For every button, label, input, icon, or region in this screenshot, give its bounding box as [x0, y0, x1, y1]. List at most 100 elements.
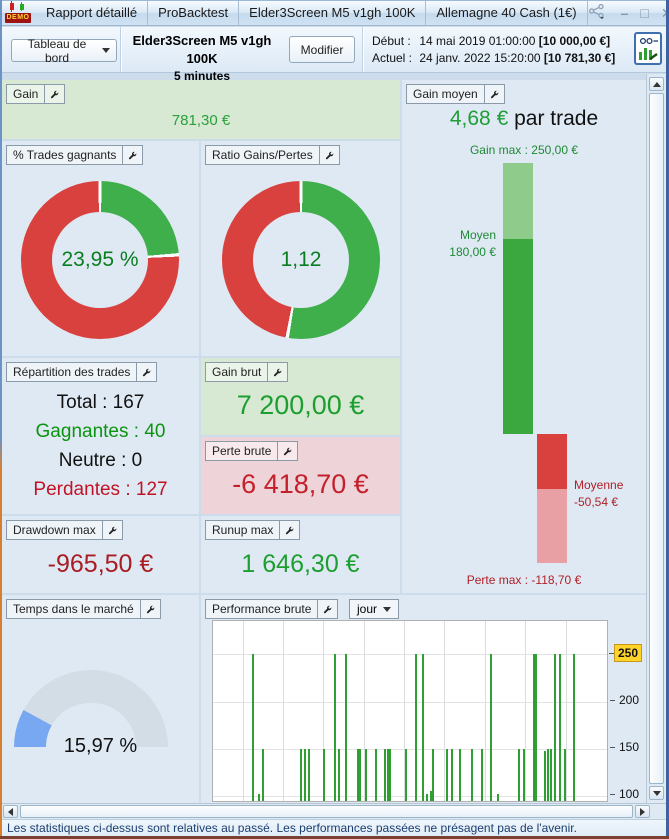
- vertical-scrollbar-thumb[interactable]: [649, 93, 664, 784]
- start-label: Début :: [372, 34, 411, 48]
- scroll-left-button[interactable]: [3, 805, 18, 818]
- share-icon[interactable]: [588, 3, 605, 24]
- current-amount: [10 781,30 €]: [543, 51, 616, 65]
- gain-max-label: Gain max : 250,00 €: [469, 143, 579, 157]
- wrench-icon[interactable]: [122, 146, 142, 164]
- panel-header: Gain brut: [205, 362, 289, 382]
- window-border-left: [0, 0, 2, 839]
- ratio-donut: 1,12: [222, 181, 380, 339]
- title-tab-probacktest: ProBacktest: [148, 1, 240, 25]
- panel-title: Répartition des trades: [13, 365, 131, 379]
- strategy-info: Elder3Screen M5 v1gh 100K 5 minutes: [122, 32, 282, 84]
- panel-header: % Trades gagnants: [6, 145, 144, 165]
- trades-gagnants-donut: 23,95 %: [21, 181, 179, 339]
- wrench-icon[interactable]: [277, 442, 297, 460]
- wrench-icon[interactable]: [318, 146, 339, 164]
- perte-brute-value: -6 418,70 €: [232, 469, 369, 499]
- scroll-right-button[interactable]: [635, 805, 650, 818]
- wrench-icon[interactable]: [44, 85, 64, 103]
- modify-button[interactable]: Modifier: [289, 36, 355, 63]
- drawdown-value: -965,50 €: [47, 550, 154, 578]
- repartition-neutre: Neutre : 0: [58, 450, 143, 471]
- panel-header: Temps dans le marché: [6, 599, 161, 619]
- performance-ylabels: 250 200 150 100: [608, 620, 645, 802]
- current-label: Actuel :: [372, 51, 413, 65]
- strategy-name: Elder3Screen M5 v1gh 100K: [132, 33, 272, 66]
- wrench-icon[interactable]: [136, 363, 156, 381]
- vertical-scrollbar[interactable]: [646, 74, 666, 803]
- panel-header: Ratio Gains/Pertes: [205, 145, 340, 165]
- wrench-icon[interactable]: [279, 521, 299, 539]
- start-amount: [10 000,00 €]: [538, 34, 611, 48]
- wrench-icon[interactable]: [317, 600, 337, 618]
- gm-seg-darkgreen: [503, 238, 533, 435]
- gm-seg-lightgreen: [503, 163, 533, 239]
- window-border-right: [666, 0, 669, 839]
- scroll-down-button[interactable]: [649, 786, 664, 800]
- scroll-up-button[interactable]: [649, 77, 664, 91]
- panel-title: Drawdown max: [13, 523, 96, 537]
- panel-header: Gain moyen: [406, 84, 505, 104]
- panel-gain-brut: Gain brut 7 200,00 €: [201, 358, 400, 435]
- panel-temps-marche: Temps dans le marché 15,97 %: [2, 595, 199, 803]
- panel-gain: Gain 781,30 €: [2, 80, 400, 139]
- moyenne-label: Moyenne -50,54 €: [574, 478, 624, 510]
- horizontal-scrollbar[interactable]: [2, 803, 651, 819]
- scrollbar-corner: [651, 803, 666, 819]
- repartition-total: Total : 167: [56, 392, 145, 413]
- gm-seg-darkred: [537, 434, 567, 490]
- gain-brut-value: 7 200,00 €: [236, 390, 365, 420]
- demo-badge-icon: DEMO: [5, 1, 31, 23]
- y-axis-tick-100: 100: [609, 786, 642, 802]
- view-selector-dropdown[interactable]: Tableau de bord: [11, 37, 117, 65]
- panel-title: Gain: [13, 87, 39, 101]
- panel-repartition: Répartition des trades Total : 167 Gagna…: [2, 358, 199, 514]
- chart-settings-icon[interactable]: [634, 32, 662, 65]
- demo-label: DEMO: [5, 13, 31, 23]
- panel-title: Temps dans le marché: [13, 602, 134, 616]
- panel-title: Ratio Gains/Pertes: [212, 148, 313, 162]
- title-tab-report: Rapport détaillé: [36, 1, 149, 25]
- runup-value: 1 646,30 €: [241, 550, 360, 578]
- repartition-gagnantes: Gagnantes : 40: [35, 421, 166, 442]
- horizontal-scrollbar-thumb[interactable]: [20, 805, 633, 818]
- panel-title: Performance brute: [212, 602, 312, 616]
- panel-runup: Runup max 1 646,30 €: [201, 516, 400, 593]
- ratio-value: 1,12: [280, 248, 322, 271]
- panel-performance: Performance brute jour 250 200 150 100: [201, 595, 646, 803]
- panel-header: Répartition des trades: [6, 362, 158, 382]
- wrench-icon[interactable]: [139, 600, 160, 618]
- panel-header: Gain: [6, 84, 66, 104]
- panel-header: Runup max: [205, 520, 301, 540]
- moyen-label: Moyen 180,00 €: [449, 227, 496, 259]
- wrench-icon[interactable]: [267, 363, 287, 381]
- title-tab-instrument: Allemagne 40 Cash (1€): [426, 1, 588, 25]
- title-tab-strategy: Elder3Screen M5 v1gh 100K: [239, 1, 427, 25]
- start-datetime: 14 mai 2019 01:00:00: [419, 34, 536, 48]
- minimize-button[interactable]: –: [620, 5, 629, 21]
- gain-value: 781,30 €: [171, 112, 231, 129]
- trades-gagnants-value: 23,95 %: [61, 248, 139, 271]
- y-axis-tick-150: 150: [609, 739, 642, 755]
- period-selector-dropdown[interactable]: jour: [349, 599, 400, 619]
- close-button[interactable]: ✕: [660, 5, 669, 21]
- start-row: Début : 14 mai 2019 01:00:00 [10 000,00 …: [372, 33, 615, 50]
- y-axis-tick-200: 200: [609, 692, 642, 708]
- gm-seg-lightred: [537, 489, 567, 564]
- panel-title: Gain brut: [212, 365, 262, 379]
- current-row: Actuel : 24 janv. 2022 15:20:00 [10 781,…: [372, 50, 615, 67]
- chevron-down-icon: [102, 48, 110, 53]
- perte-max-label: Perte max : -118,70 €: [466, 573, 582, 588]
- panel-trades-gagnants: % Trades gagnants 23,95 %: [2, 141, 199, 356]
- panel-title: Runup max: [212, 523, 274, 537]
- repartition-perdantes: Perdantes : 127: [33, 479, 168, 500]
- wrench-icon[interactable]: [101, 521, 122, 539]
- status-bar: Les statistiques ci-dessus sont relative…: [2, 819, 667, 836]
- panel-title: % Trades gagnants: [13, 148, 117, 162]
- panel-header: Drawdown max: [6, 520, 123, 540]
- maximize-button[interactable]: □: [640, 5, 649, 21]
- panel-header: Perte brute: [205, 441, 299, 461]
- strategy-timeframe: 5 minutes: [173, 69, 230, 83]
- wrench-icon[interactable]: [483, 85, 504, 103]
